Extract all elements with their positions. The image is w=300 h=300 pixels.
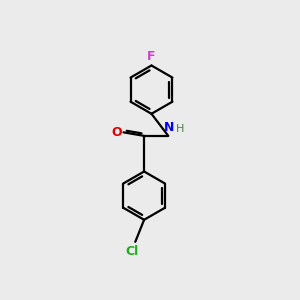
Text: H: H bbox=[176, 124, 184, 134]
Text: O: O bbox=[112, 126, 122, 139]
Text: Cl: Cl bbox=[126, 245, 139, 258]
Text: N: N bbox=[164, 121, 174, 134]
Text: F: F bbox=[147, 50, 156, 63]
